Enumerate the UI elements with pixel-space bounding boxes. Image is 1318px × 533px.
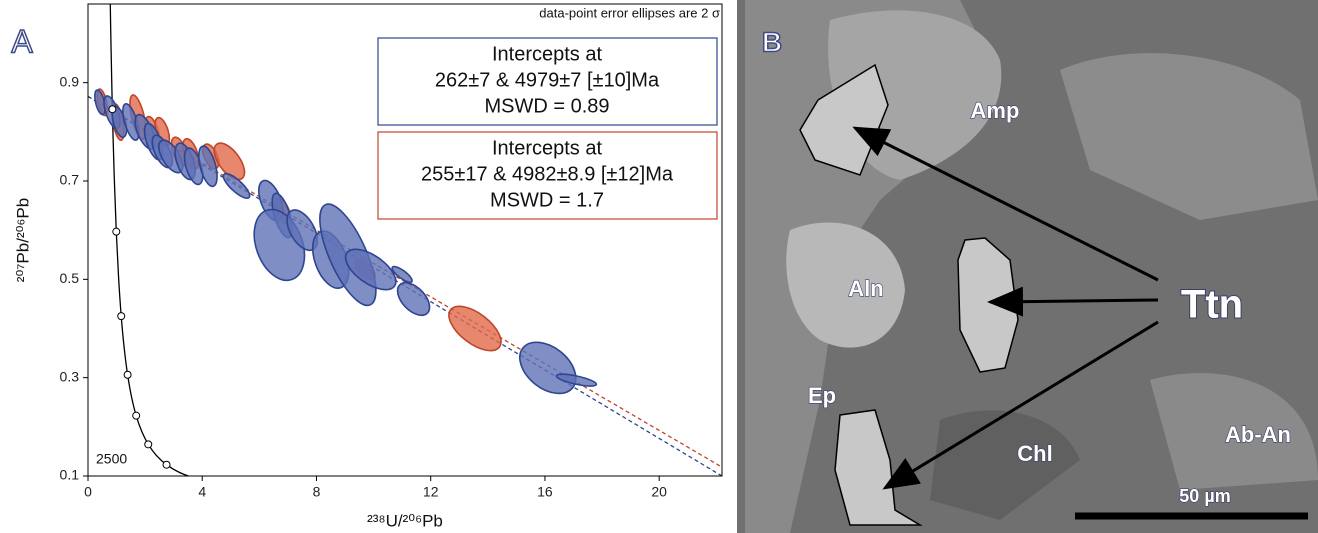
mineral-label: Ab-An (1225, 422, 1291, 447)
legend-text: Intercepts at (492, 43, 603, 65)
arrow (852, 126, 1159, 282)
age-marker (112, 227, 121, 236)
legend-text: 255±17 & 4982±8.9 [±12]Ma (421, 163, 674, 185)
panel-label: B (762, 26, 782, 57)
age-marker (144, 440, 153, 449)
concordia (109, 4, 191, 476)
arrow (987, 286, 1159, 317)
titanite-grain (834, 409, 923, 526)
y-tick-label: 0.3 (60, 368, 80, 384)
arrow (882, 320, 1159, 490)
error-ellipse (396, 281, 431, 317)
age-marker (108, 105, 117, 114)
legend-text: MSWD = 1.7 (490, 189, 604, 211)
mineral-label: Chl (1017, 441, 1052, 466)
error-ellipse (391, 265, 413, 284)
y-tick-label: 0.1 (60, 467, 80, 483)
mineral-domain (786, 222, 905, 348)
x-tick-label: 16 (537, 484, 553, 500)
legend-text: 262±7 & 4979±7 [±10]Ma (435, 69, 660, 91)
error-ellipse (344, 248, 397, 291)
error-ellipse (222, 172, 251, 200)
error-ellipse (519, 341, 577, 395)
panel-label: A (11, 23, 33, 59)
panel-a: A data-point error ellipses are 2 σ ²³⁸U… (11, 3, 723, 530)
mineral-label: Aln (848, 276, 883, 301)
x-tick-label: 20 (651, 484, 667, 500)
error-ellipse (213, 142, 246, 181)
error-ellipse (448, 305, 502, 352)
age-marker (162, 460, 171, 469)
legend-text: Intercepts at (492, 137, 603, 159)
legend-box (377, 37, 718, 126)
error-ellipse (198, 145, 218, 188)
y-tick-label: 0.5 (60, 270, 80, 286)
plot-area (88, 4, 722, 476)
mineral-label: Amp (971, 98, 1020, 123)
mineral-domain (1150, 373, 1318, 490)
pointer-label: Ttn (1181, 283, 1243, 327)
y-axis-label: ²⁰⁷Pb/²⁰⁶Pb (13, 198, 32, 282)
legend-box (377, 131, 718, 220)
error-ellipse (555, 373, 598, 387)
y-tick-label: 0.9 (60, 73, 80, 89)
panel-b: B Amp Aln Ep Chl Ab-An Ttn 50 µm (737, 0, 1318, 533)
mineral-domain (1060, 53, 1318, 220)
x-tick-label: 0 (84, 484, 92, 500)
age-marker (123, 370, 132, 379)
scale-bar-label: 50 µm (1179, 486, 1230, 506)
x-tick-label: 8 (313, 484, 321, 500)
x-axis-label: ²³⁸U/²⁰⁶Pb (367, 511, 443, 530)
age-marker (132, 411, 141, 420)
age-marker (117, 312, 126, 321)
legend-text: MSWD = 0.89 (484, 95, 609, 117)
x-tick-label: 12 (423, 484, 439, 500)
age-label: 2500 (96, 451, 127, 467)
mineral-label: Ep (808, 383, 836, 408)
axes-frame (87, 3, 723, 477)
x-tick-label: 4 (198, 484, 206, 500)
note: data-point error ellipses are 2 σ (539, 5, 720, 20)
y-tick-label: 0.7 (60, 172, 80, 188)
